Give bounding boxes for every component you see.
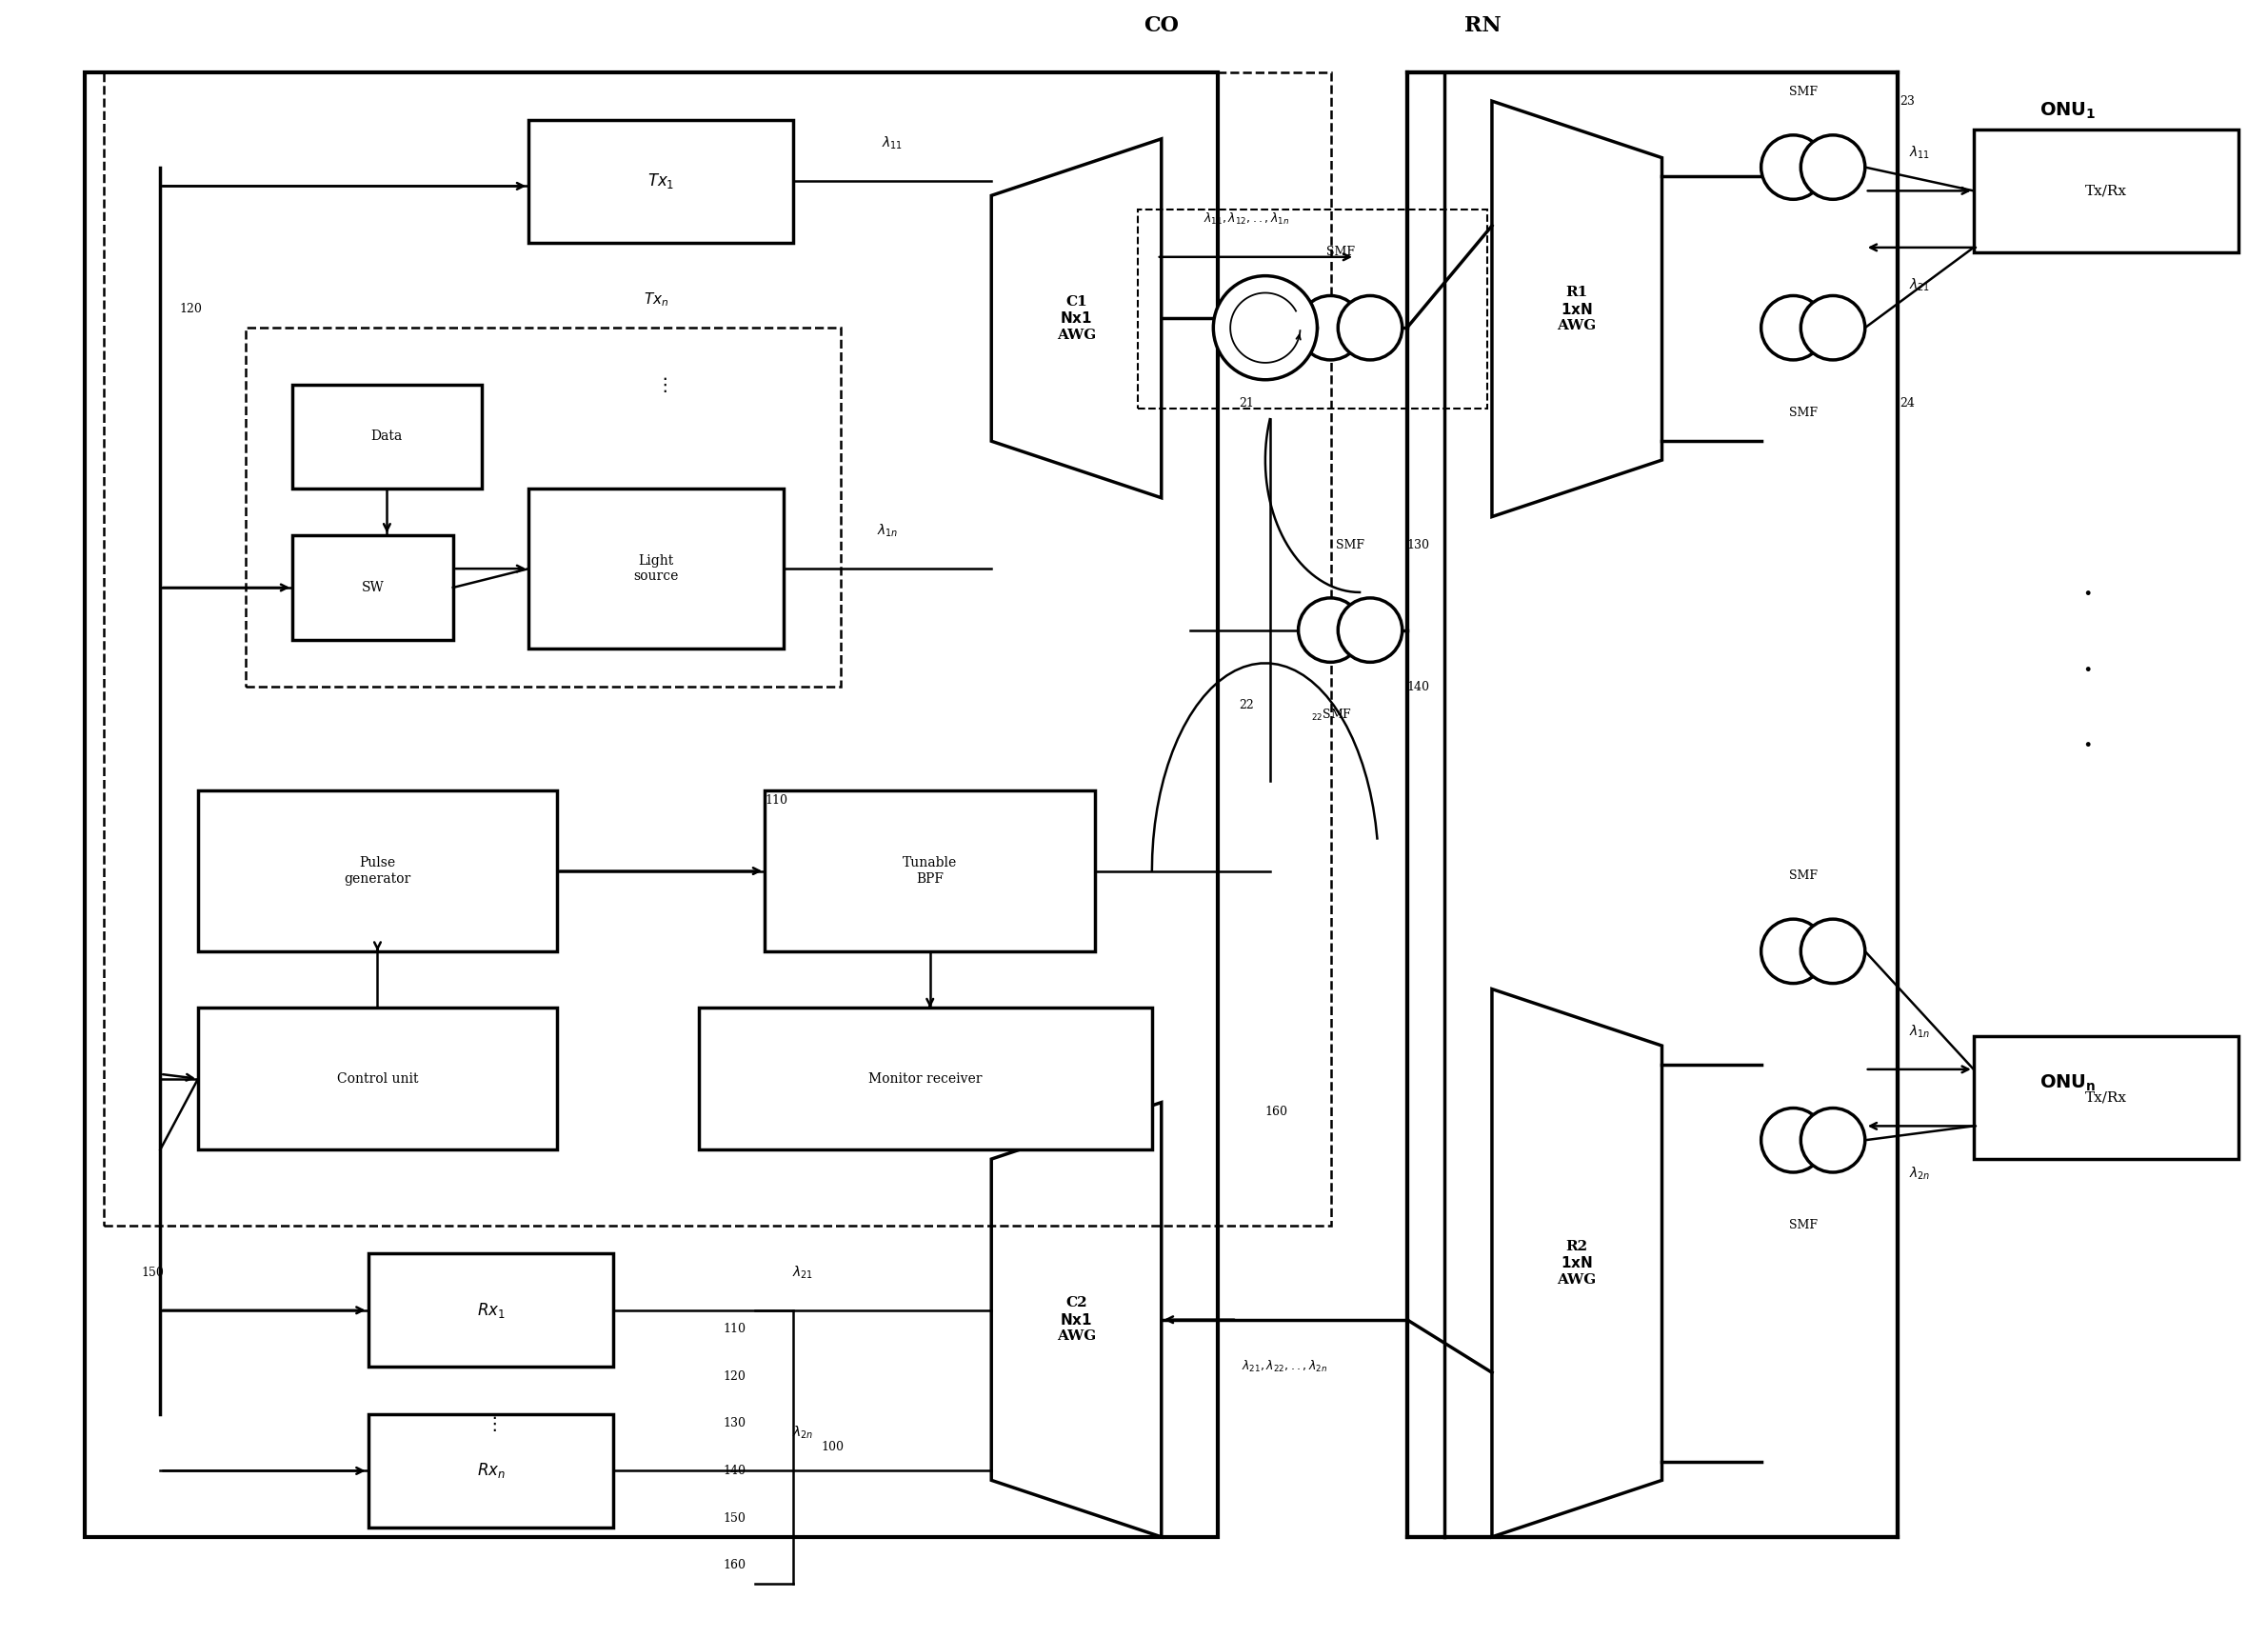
Text: $Tx_1$: $Tx_1$ xyxy=(646,172,674,192)
Circle shape xyxy=(1801,134,1864,200)
Text: 160: 160 xyxy=(1266,1106,1288,1119)
Circle shape xyxy=(1801,296,1864,360)
Circle shape xyxy=(1801,1107,1864,1173)
Text: 120: 120 xyxy=(723,1369,746,1382)
Text: $\mathbf{ONU_1}$: $\mathbf{ONU_1}$ xyxy=(2039,100,2096,121)
Circle shape xyxy=(1213,275,1318,380)
Text: Tx/Rx: Tx/Rx xyxy=(2084,183,2127,198)
Bar xyxy=(528,488,785,649)
Text: 150: 150 xyxy=(141,1266,163,1279)
Text: C2
$\mathbf{Nx1}$
AWG: C2 $\mathbf{Nx1}$ AWG xyxy=(1057,1296,1095,1343)
Bar xyxy=(104,72,1331,1225)
Text: $\lambda_{11}$: $\lambda_{11}$ xyxy=(882,136,903,152)
Circle shape xyxy=(1338,296,1402,360)
Text: Control unit: Control unit xyxy=(336,1073,417,1086)
Text: 23: 23 xyxy=(1901,95,1914,106)
Bar xyxy=(197,791,558,952)
Text: $\bullet$: $\bullet$ xyxy=(2082,735,2091,752)
Polygon shape xyxy=(1492,989,1662,1536)
Text: 130: 130 xyxy=(1406,539,1429,552)
Text: 100: 100 xyxy=(821,1441,844,1453)
Text: 120: 120 xyxy=(179,303,202,314)
Text: $\bullet$: $\bullet$ xyxy=(2082,585,2091,601)
Bar xyxy=(84,72,1218,1536)
Text: $\lambda_{21},\lambda_{22},..,\lambda_{2n}$: $\lambda_{21},\lambda_{22},..,\lambda_{2… xyxy=(1241,1360,1327,1374)
Text: C1
$\mathbf{Nx1}$
AWG: C1 $\mathbf{Nx1}$ AWG xyxy=(1057,295,1095,342)
Text: $Rx_1$: $Rx_1$ xyxy=(476,1301,506,1320)
Circle shape xyxy=(1297,296,1363,360)
Text: SMF: SMF xyxy=(1789,1219,1819,1232)
Text: $_{22}$SMF: $_{22}$SMF xyxy=(1311,708,1352,722)
Text: RN: RN xyxy=(1465,15,1501,36)
Circle shape xyxy=(1762,919,1826,983)
Bar xyxy=(293,536,454,639)
Circle shape xyxy=(1762,134,1826,200)
Text: 150: 150 xyxy=(723,1512,746,1525)
Text: CO: CO xyxy=(1143,15,1179,36)
Bar xyxy=(1973,129,2239,252)
Bar xyxy=(699,1007,1152,1150)
Text: 160: 160 xyxy=(723,1559,746,1571)
Text: $\lambda_{11},\lambda_{12},..,\lambda_{1n}$: $\lambda_{11},\lambda_{12},..,\lambda_{1… xyxy=(1204,211,1290,226)
Text: Tunable
BPF: Tunable BPF xyxy=(903,857,957,885)
Bar xyxy=(1973,1037,2239,1160)
Polygon shape xyxy=(1492,102,1662,516)
Text: SMF: SMF xyxy=(1336,539,1365,552)
Text: 130: 130 xyxy=(723,1417,746,1430)
Circle shape xyxy=(1801,919,1864,983)
Text: $\vdots$: $\vdots$ xyxy=(655,375,667,395)
Circle shape xyxy=(1297,598,1363,662)
Text: Tx/Rx: Tx/Rx xyxy=(2084,1091,2127,1104)
Text: Light
source: Light source xyxy=(633,554,678,583)
Text: SMF: SMF xyxy=(1789,85,1819,98)
Text: Pulse
generator: Pulse generator xyxy=(345,857,411,885)
Text: R2
$\mathbf{1xN}$
AWG: R2 $\mathbf{1xN}$ AWG xyxy=(1558,1240,1597,1286)
Bar xyxy=(528,120,794,242)
Text: Monitor receiver: Monitor receiver xyxy=(869,1073,982,1086)
Text: $\lambda_{11}$: $\lambda_{11}$ xyxy=(1910,144,1930,161)
Bar xyxy=(367,1253,615,1366)
Bar xyxy=(245,328,839,686)
Text: 110: 110 xyxy=(723,1324,746,1335)
Text: 140: 140 xyxy=(1406,680,1429,693)
Text: SW: SW xyxy=(361,581,383,595)
Circle shape xyxy=(1338,598,1402,662)
Text: $Rx_n$: $Rx_n$ xyxy=(476,1461,506,1481)
Polygon shape xyxy=(991,1102,1161,1536)
Text: SMF: SMF xyxy=(1789,406,1819,419)
Text: $\lambda_{2n}$: $\lambda_{2n}$ xyxy=(1910,1165,1930,1181)
Text: R1
$\mathbf{1xN}$
AWG: R1 $\mathbf{1xN}$ AWG xyxy=(1558,285,1597,333)
Text: $\lambda_{21}$: $\lambda_{21}$ xyxy=(1910,277,1930,293)
Text: 110: 110 xyxy=(764,794,787,806)
Bar xyxy=(293,385,481,488)
Text: Data: Data xyxy=(372,429,404,444)
Text: $\lambda_{2n}$: $\lambda_{2n}$ xyxy=(792,1425,814,1441)
Text: 21: 21 xyxy=(1238,396,1254,410)
Circle shape xyxy=(1762,296,1826,360)
Bar xyxy=(1406,72,1898,1536)
Text: $\mathbf{ONU_n}$: $\mathbf{ONU_n}$ xyxy=(2039,1073,2096,1094)
Bar xyxy=(367,1414,615,1528)
Text: SMF: SMF xyxy=(1327,246,1354,259)
Polygon shape xyxy=(991,139,1161,498)
Text: $Tx_n$: $Tx_n$ xyxy=(644,290,669,308)
Text: $\lambda_{1n}$: $\lambda_{1n}$ xyxy=(878,523,898,539)
Text: $\bullet$: $\bullet$ xyxy=(2082,660,2091,676)
Text: $\lambda_{21}$: $\lambda_{21}$ xyxy=(792,1265,814,1281)
Circle shape xyxy=(1762,1107,1826,1173)
Text: 24: 24 xyxy=(1901,396,1914,410)
Bar xyxy=(197,1007,558,1150)
Bar xyxy=(764,791,1095,952)
Text: $\lambda_{1n}$: $\lambda_{1n}$ xyxy=(1910,1024,1930,1040)
Text: 140: 140 xyxy=(723,1464,746,1477)
Text: SMF: SMF xyxy=(1789,870,1819,881)
Text: 22: 22 xyxy=(1238,699,1254,713)
Text: $\vdots$: $\vdots$ xyxy=(485,1414,497,1433)
Bar xyxy=(1139,210,1488,408)
